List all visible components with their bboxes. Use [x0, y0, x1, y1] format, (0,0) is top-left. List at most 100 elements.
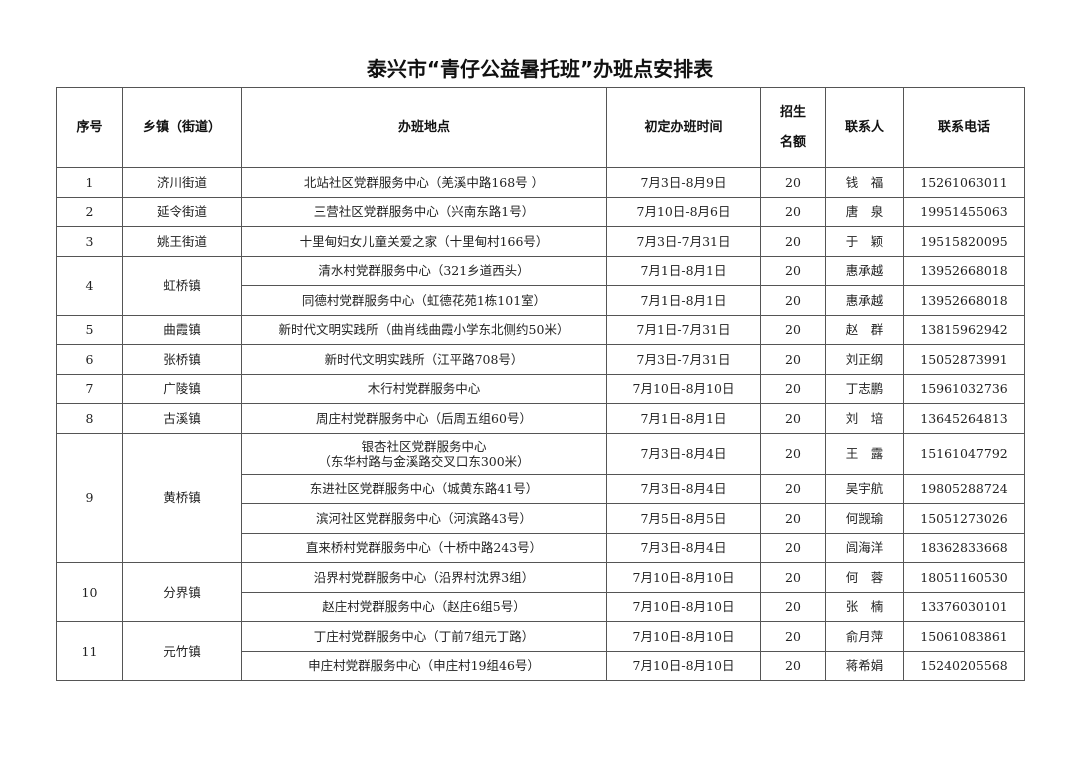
cell-place: 东进社区党群服务中心（城黄东路41号）	[241, 473, 607, 504]
cell-quota: 20	[760, 650, 826, 681]
cell-place: 申庄村党群服务中心（申庄村19组46号）	[241, 650, 607, 681]
cell-place: 周庄村党群服务中心（后周五组60号）	[241, 403, 607, 434]
cell-phone: 15161047792	[903, 432, 1025, 475]
cell-time: 7月10日-8月10日	[606, 591, 761, 622]
cell-no: 8	[56, 403, 123, 434]
table-row: 7 广陵镇 木行村党群服务中心 7月10日-8月10日 20 丁志鹏 15961032736	[56, 373, 1025, 404]
cell-phone: 18051160530	[903, 562, 1025, 593]
cell-phone: 15061083861	[903, 621, 1025, 652]
cell-place: 直来桥村党群服务中心（十桥中路243号）	[241, 532, 607, 563]
cell-quota: 20	[760, 473, 826, 504]
cell-quota: 20	[760, 562, 826, 593]
cell-time: 7月10日-8月10日	[606, 373, 761, 404]
header-town: 乡镇（街道）	[122, 87, 242, 168]
cell-town: 古溪镇	[122, 403, 242, 434]
cell-contact: 吴宇航	[825, 473, 904, 504]
header-row: 序号 乡镇（街道） 办班地点 初定办班时间 招生 名额 联系人 联系电话	[56, 87, 1025, 168]
table-row: 11 元竹镇 丁庄村党群服务中心（丁前7组元丁路） 7月10日-8月10日 20 俞月萍 1…	[56, 621, 1025, 681]
cell-phone: 13645264813	[903, 403, 1025, 434]
table-row: 6 张桥镇 新时代文明实践所（江平路708号） 7月3日-7月31日 20 刘正纲 1505…	[56, 344, 1025, 375]
table-row: 9 黄桥镇 银杏社区党群服务中心 （东华村路与金溪路交叉口东300米） 7月3日-8月4…	[56, 432, 1025, 563]
cell-contact: 张 楠	[825, 591, 904, 622]
cell-phone: 19805288724	[903, 473, 1025, 504]
header-time: 初定办班时间	[606, 87, 761, 168]
cell-quota: 20	[760, 532, 826, 563]
cell-contact: 闾海洋	[825, 532, 904, 563]
cell-phone: 15961032736	[903, 373, 1025, 404]
cell-time: 7月1日-8月1日	[606, 403, 761, 434]
table-row: 赵庄村党群服务中心（赵庄6组5号） 7月10日-8月10日 20 张 楠 1337603…	[57, 591, 1025, 622]
cell-time: 7月1日-8月1日	[606, 255, 761, 286]
cell-place: 同德村党群服务中心（虹德花苑1栋101室）	[241, 285, 607, 316]
cell-no: 5	[56, 314, 123, 345]
cell-contact: 惠承越	[825, 285, 904, 316]
cell-contact: 何 蓉	[825, 562, 904, 593]
table-row: 8 古溪镇 周庄村党群服务中心（后周五组60号） 7月1日-8月1日 20 刘 培 1364…	[56, 403, 1025, 434]
table-row: 4 虹桥镇 清水村党群服务中心（321乡道西头） 7月1日-8月1日 20 惠承越 1395…	[56, 255, 1025, 316]
table-row: 3 姚王街道 十里甸妇女儿童关爱之家（十里甸村166号） 7月3日-7月31日 20 于 …	[56, 226, 1025, 257]
cell-quota: 20	[760, 285, 826, 316]
cell-time: 7月10日-8月6日	[606, 196, 761, 227]
cell-town: 济川街道	[122, 167, 242, 198]
cell-no: 4	[56, 255, 123, 316]
cell-quota: 20	[760, 403, 826, 434]
cell-phone: 19951455063	[903, 196, 1025, 227]
cell-contact: 钱 福	[825, 167, 904, 198]
cell-contact: 刘正纲	[825, 344, 904, 375]
cell-town: 张桥镇	[122, 344, 242, 375]
cell-place: 滨河社区党群服务中心（河滨路43号）	[241, 503, 607, 534]
table-row: 直来桥村党群服务中心（十桥中路243号） 7月3日-8月4日 20 闾海洋 183628…	[57, 532, 1025, 563]
cell-place: 沿界村党群服务中心（沿界村沈界3组）	[241, 562, 607, 593]
cell-no: 6	[56, 344, 123, 375]
cell-place: 北站社区党群服务中心（羌溪中路168号 ）	[241, 167, 607, 198]
cell-town: 元竹镇	[122, 621, 242, 681]
cell-phone: 15261063011	[903, 167, 1025, 198]
table-row: 东进社区党群服务中心（城黄东路41号） 7月3日-8月4日 20 吴宇航 1980528…	[57, 473, 1025, 504]
cell-town: 姚王街道	[122, 226, 242, 257]
cell-quota: 20	[760, 503, 826, 534]
cell-phone: 15052873991	[903, 344, 1025, 375]
table-row: 1 济川街道 北站社区党群服务中心（羌溪中路168号 ） 7月3日-8月9日 20 钱 福…	[56, 167, 1025, 198]
cell-quota: 20	[760, 621, 826, 652]
cell-time: 7月10日-8月10日	[606, 650, 761, 681]
cell-town: 虹桥镇	[122, 255, 242, 316]
cell-phone: 18362833668	[903, 532, 1025, 563]
cell-quota: 20	[760, 344, 826, 375]
cell-place: 木行村党群服务中心	[241, 373, 607, 404]
header-phone: 联系电话	[903, 87, 1025, 168]
cell-quota: 20	[760, 591, 826, 622]
page-title: 泰兴市“青仔公益暑托班”办班点安排表	[366, 57, 714, 81]
cell-town: 黄桥镇	[122, 432, 242, 563]
cell-time: 7月10日-8月10日	[606, 621, 761, 652]
cell-phone: 19515820095	[903, 226, 1025, 257]
cell-no: 2	[56, 196, 123, 227]
header-place: 办班地点	[241, 87, 607, 168]
cell-place: 十里甸妇女儿童关爱之家（十里甸村166号）	[241, 226, 607, 257]
cell-phone: 15240205568	[903, 650, 1025, 681]
table-row: 申庄村党群服务中心（申庄村19组46号） 7月10日-8月10日 20 蒋希娟 1524…	[57, 650, 1025, 681]
cell-time: 7月3日-8月9日	[606, 167, 761, 198]
cell-place: 清水村党群服务中心（321乡道西头）	[241, 255, 607, 286]
cell-no: 3	[56, 226, 123, 257]
cell-time: 7月3日-8月4日	[606, 532, 761, 563]
cell-time: 7月3日-8月4日	[606, 432, 761, 475]
cell-contact: 王 露	[825, 432, 904, 475]
cell-town: 广陵镇	[122, 373, 242, 404]
table-row: 2 延令街道 三营社区党群服务中心（兴南东路1号） 7月10日-8月6日 20 唐 泉 19…	[56, 196, 1025, 227]
cell-time: 7月3日-7月31日	[606, 344, 761, 375]
cell-no: 9	[56, 432, 123, 563]
cell-phone: 13952668018	[903, 255, 1025, 286]
cell-time: 7月3日-7月31日	[606, 226, 761, 257]
cell-place: 三营社区党群服务中心（兴南东路1号）	[241, 196, 607, 227]
cell-no: 7	[56, 373, 123, 404]
cell-contact: 蒋希娟	[825, 650, 904, 681]
cell-town: 延令街道	[122, 196, 242, 227]
header-no: 序号	[56, 87, 123, 168]
cell-phone: 13952668018	[903, 285, 1025, 316]
cell-quota: 20	[760, 226, 826, 257]
cell-place: 银杏社区党群服务中心 （东华村路与金溪路交叉口东300米）	[241, 432, 607, 475]
cell-place: 新时代文明实践所（江平路708号）	[241, 344, 607, 375]
cell-quota: 20	[760, 314, 826, 345]
cell-phone: 13815962942	[903, 314, 1025, 345]
